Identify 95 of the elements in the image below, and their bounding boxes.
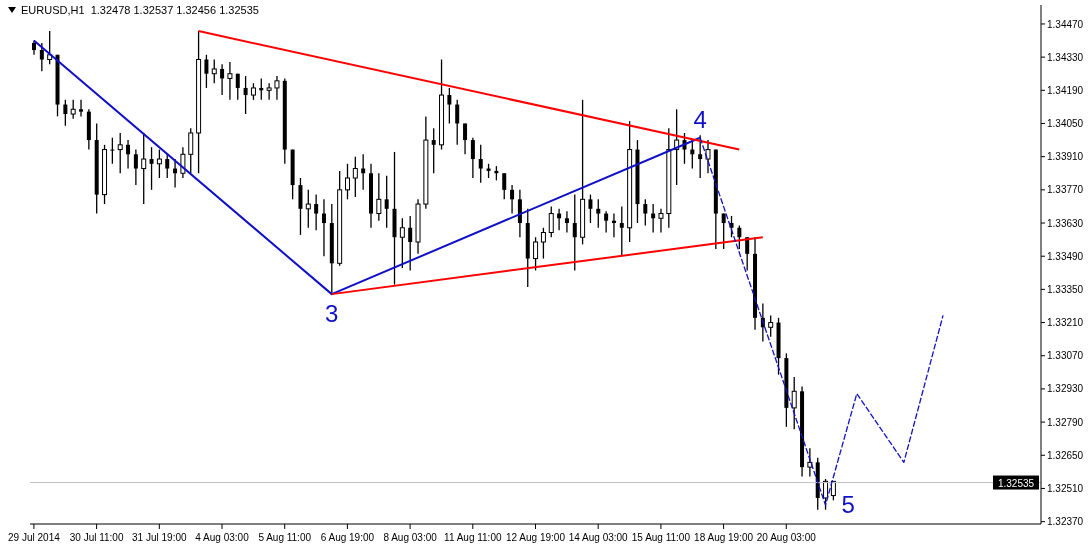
x-tick-label: 29 Jul 2014 bbox=[8, 532, 61, 543]
candlestick bbox=[235, 73, 240, 101]
candlestick bbox=[588, 193, 593, 224]
candlestick bbox=[126, 139, 131, 170]
candlestick bbox=[658, 208, 664, 234]
y-tick-label: 1.33630 bbox=[1047, 217, 1084, 229]
candlestick bbox=[110, 137, 115, 165]
candlestick bbox=[447, 87, 452, 125]
candlestick bbox=[807, 447, 813, 478]
candlestick bbox=[431, 127, 436, 174]
annotation: 3 bbox=[325, 300, 339, 328]
chart-title: EURUSD,H1 1.32478 1.32537 1.32456 1.32535 bbox=[21, 4, 259, 16]
x-tick-label: 31 Jul 19:00 bbox=[132, 532, 187, 543]
ref-line-label: 1.32535 bbox=[997, 477, 1035, 489]
candlestick bbox=[399, 217, 405, 269]
x-tick-label: 14 Aug 03:00 bbox=[568, 532, 629, 543]
candlestick bbox=[321, 198, 326, 257]
candlestick bbox=[768, 314, 774, 338]
candlestick bbox=[502, 172, 507, 200]
candlestick bbox=[243, 75, 248, 115]
candlestick bbox=[455, 99, 460, 146]
candlestick bbox=[314, 193, 319, 231]
candlestick bbox=[211, 58, 217, 84]
candlestick bbox=[572, 193, 577, 272]
x-tick-label: 8 Aug 03:00 bbox=[383, 532, 438, 543]
candlestick bbox=[39, 42, 44, 73]
y-tick-label: 1.33490 bbox=[1047, 250, 1084, 262]
y-tick-label: 1.33910 bbox=[1047, 151, 1084, 163]
x-tick-label: 4 Aug 03:00 bbox=[195, 532, 250, 543]
candlestick bbox=[352, 156, 358, 198]
y-tick-label: 1.33350 bbox=[1047, 283, 1084, 295]
x-tick-label: 11 Aug 11:00 bbox=[444, 532, 502, 543]
candlestick bbox=[165, 153, 170, 179]
y-tick-label: 1.34190 bbox=[1047, 84, 1084, 96]
candlestick bbox=[79, 99, 84, 118]
y-tick-label: 1.34330 bbox=[1047, 51, 1084, 63]
candlestick bbox=[117, 132, 123, 174]
candlestick bbox=[376, 172, 382, 222]
candlestick bbox=[298, 177, 303, 236]
candlestick bbox=[305, 189, 311, 229]
x-tick-label: 15 Aug 11:00 bbox=[631, 532, 691, 543]
candlestick bbox=[266, 82, 272, 101]
y-tick-label: 1.33070 bbox=[1047, 350, 1084, 362]
candlestick bbox=[604, 210, 609, 234]
candlestick bbox=[141, 132, 147, 205]
y-tick-label: 1.32510 bbox=[1047, 483, 1084, 494]
y-tick-label: 1.32370 bbox=[1047, 516, 1084, 528]
candlestick bbox=[564, 210, 569, 234]
candlestick bbox=[274, 75, 280, 101]
candlestick bbox=[823, 478, 829, 511]
y-tick-label: 1.33770 bbox=[1047, 184, 1084, 196]
y-tick-label: 1.32790 bbox=[1047, 416, 1084, 428]
x-tick-label: 6 Aug 19:00 bbox=[320, 532, 375, 543]
candlestick bbox=[63, 99, 68, 127]
candlestick bbox=[548, 205, 554, 238]
candlestick bbox=[204, 54, 209, 89]
y-tick-label: 1.32650 bbox=[1047, 449, 1084, 461]
x-tick-label: 30 Jul 11:00 bbox=[69, 532, 124, 543]
candlestick bbox=[133, 148, 138, 186]
candlestick bbox=[463, 122, 468, 155]
candlestick bbox=[470, 137, 475, 179]
y-tick-label: 1.33210 bbox=[1047, 317, 1084, 329]
x-tick-label: 20 Aug 03:00 bbox=[756, 532, 817, 543]
candlestick bbox=[791, 376, 797, 430]
candlestick bbox=[220, 63, 225, 96]
candlestick bbox=[478, 144, 483, 184]
candlestick bbox=[227, 61, 233, 101]
x-tick-label: 18 Aug 19:00 bbox=[694, 532, 754, 543]
y-tick-label: 1.34050 bbox=[1047, 118, 1084, 130]
candlestick bbox=[517, 189, 522, 238]
x-tick-label: 5 Aug 11:00 bbox=[258, 532, 312, 543]
candlestick bbox=[188, 127, 194, 174]
candlestick bbox=[643, 198, 648, 227]
candlestick bbox=[737, 224, 742, 250]
x-tick-label: 12 Aug 19:00 bbox=[506, 532, 566, 543]
candlestick bbox=[540, 227, 546, 260]
candlestick bbox=[70, 99, 76, 120]
annotation: 4 bbox=[693, 105, 707, 133]
annotation: 5 bbox=[841, 491, 855, 519]
candlestick bbox=[408, 215, 413, 272]
candlestick bbox=[705, 139, 711, 174]
candlestick bbox=[180, 146, 186, 179]
candlestick bbox=[149, 146, 154, 191]
candlestick bbox=[745, 236, 750, 272]
y-tick-label: 1.32930 bbox=[1047, 383, 1084, 395]
candlestick bbox=[619, 205, 624, 257]
candlestick bbox=[510, 184, 515, 215]
candlestick bbox=[156, 148, 162, 179]
candlestick bbox=[533, 236, 539, 272]
candlestick bbox=[698, 134, 703, 179]
candlestick bbox=[596, 198, 601, 229]
candlestick bbox=[721, 212, 726, 250]
candlestick bbox=[344, 163, 350, 200]
y-tick-label: 1.34470 bbox=[1047, 18, 1084, 30]
candlestick bbox=[384, 174, 389, 229]
